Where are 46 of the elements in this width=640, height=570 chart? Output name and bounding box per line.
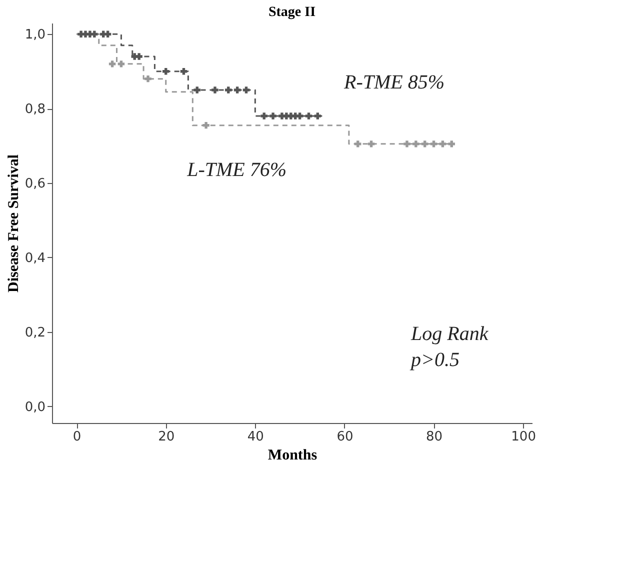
point — [202, 122, 210, 129]
point — [108, 60, 116, 68]
x-tick-label: 0 — [72, 430, 82, 444]
y-tick-label: 0,0 — [24, 400, 46, 415]
point — [118, 60, 125, 68]
x-tick-label: 40 — [247, 430, 264, 444]
y-axis-title: Disease Free Survival — [6, 154, 22, 293]
point — [260, 112, 268, 120]
y-tick-label: 0,6 — [24, 176, 46, 192]
point — [242, 86, 250, 94]
x-tick-label: 60 — [336, 430, 354, 444]
point — [136, 53, 142, 60]
x-tick-label: 20 — [158, 430, 175, 444]
point — [421, 140, 428, 148]
point — [404, 140, 410, 148]
point — [314, 112, 322, 120]
y-tick-label: 0,4 — [24, 250, 46, 266]
x-tick-label: 100 — [511, 430, 536, 444]
y-tick-label: 1,0 — [24, 28, 46, 43]
point — [212, 86, 218, 94]
annotation: L-TME 76% — [186, 159, 287, 182]
point — [234, 86, 241, 94]
point — [368, 140, 375, 148]
x-axis-title: Months — [268, 448, 318, 464]
chart-title: Stage II — [268, 5, 316, 20]
point — [162, 68, 170, 75]
point — [144, 75, 152, 82]
point — [270, 112, 276, 120]
point — [305, 112, 312, 120]
point — [430, 140, 438, 148]
point — [412, 140, 420, 148]
point — [439, 140, 446, 148]
point — [354, 140, 362, 148]
annotation: Log Rank — [410, 322, 490, 345]
point — [104, 30, 112, 38]
point — [194, 86, 200, 94]
point — [225, 86, 232, 94]
point — [91, 30, 98, 38]
point — [448, 140, 455, 148]
x-tick-label: 80 — [426, 430, 443, 444]
annotation: R-TME 85% — [342, 72, 445, 94]
y-tick-label: 0,8 — [24, 102, 46, 118]
point — [296, 112, 304, 120]
point — [180, 68, 188, 75]
annotation: p>0.5 — [409, 348, 460, 371]
y-tick-label: 0,2 — [24, 325, 46, 340]
